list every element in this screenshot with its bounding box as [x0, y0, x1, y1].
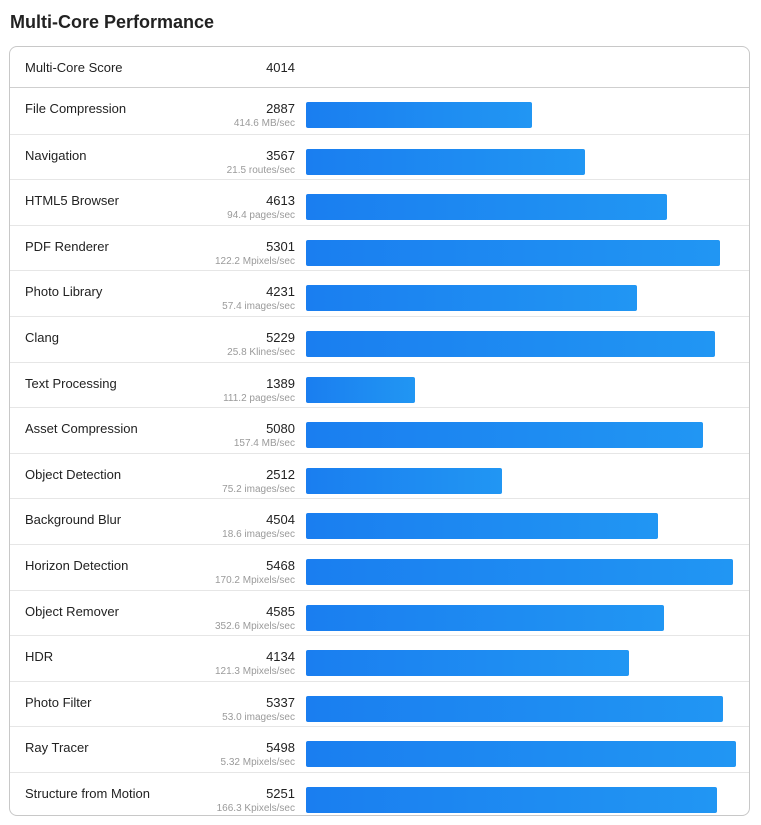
table-row: Photo Library 4231 57.4 images/sec — [10, 270, 749, 316]
table-row: HDR 4134 121.3 Mpixels/sec — [10, 635, 749, 681]
benchmark-score: 4231 — [266, 284, 295, 300]
benchmark-label: Photo Filter — [25, 694, 92, 710]
benchmark-rate: 25.8 Klines/sec — [227, 346, 295, 358]
benchmark-rate: 352.6 Mpixels/sec — [214, 620, 295, 632]
score-bar — [306, 558, 733, 585]
benchmark-label: Ray Tracer — [25, 740, 89, 756]
table-row: File Compression 2887 414.6 MB/sec — [10, 88, 749, 134]
benchmark-score: 5468 — [266, 557, 295, 573]
score-bar — [306, 741, 736, 768]
table-row: Structure from Motion 5251 166.3 Kpixels/s… — [10, 771, 749, 815]
table-row: PDF Renderer 5301 122.2 Mpixels/sec — [10, 224, 749, 271]
benchmark-label: Horizon Detection — [25, 557, 129, 573]
table-row: Background Blur 4504 18.6 images/sec — [10, 498, 749, 544]
benchmark-label: Navigation — [25, 147, 87, 163]
table-row: Navigation 3567 21.5 routes/sec — [10, 133, 749, 180]
summary-score: 4014 — [266, 60, 295, 75]
table-row: Ray Tracer 5498 5.32 Mpixels/sec — [10, 726, 749, 772]
benchmark-label: Asset Compression — [25, 421, 138, 437]
benchmark-label: Clang — [25, 329, 59, 345]
score-bar — [306, 148, 585, 175]
score-bar — [306, 467, 502, 494]
benchmark-score: 5229 — [266, 329, 295, 345]
benchmark-label: Photo Library — [25, 284, 103, 300]
benchmark-rate: 57.4 images/sec — [222, 301, 295, 313]
benchmark-score: 5498 — [266, 740, 295, 756]
benchmark-score: 4504 — [266, 512, 295, 528]
benchmark-score: 1389 — [266, 375, 295, 391]
benchmark-rate: 94.4 pages/sec — [227, 210, 295, 222]
table-row: Horizon Detection 5468 170.2 Mpixels/sec — [10, 543, 749, 590]
benchmark-rate: 111.2 pages/sec — [223, 392, 295, 404]
score-bar — [306, 239, 720, 266]
table-row: Asset Compression 5080 157.4 MB/sec — [10, 407, 749, 453]
score-bar — [306, 102, 532, 128]
summary-label: Multi-Core Score — [25, 60, 123, 75]
benchmark-label: Structure from Motion — [25, 785, 150, 801]
benchmark-rate: 170.2 Mpixels/sec — [214, 574, 295, 586]
score-bar — [306, 650, 629, 677]
table-row: Object Detection 2512 75.2 images/sec — [10, 452, 749, 499]
benchmark-score: 5301 — [266, 238, 295, 254]
benchmark-label: File Compression — [25, 101, 127, 116]
summary-row: Multi-Core Score 4014 — [10, 47, 749, 88]
score-bar — [306, 285, 637, 312]
benchmark-panel: Multi-Core Score 4014 File Compression 28… — [9, 46, 750, 816]
benchmark-label: Text Processing — [25, 375, 117, 391]
benchmark-rate: 18.6 images/sec — [222, 529, 295, 541]
benchmark-rate: 414.6 MB/sec — [233, 118, 295, 129]
benchmark-label: Object Remover — [25, 603, 119, 619]
benchmark-score: 5251 — [266, 785, 295, 801]
benchmark-rate: 21.5 routes/sec — [226, 164, 295, 176]
benchmark-label: HDR — [25, 649, 54, 665]
benchmark-label: Background Blur — [25, 512, 122, 528]
score-bar — [306, 604, 664, 631]
benchmark-label: HTML5 Browser — [25, 193, 119, 209]
benchmark-score: 5080 — [266, 421, 295, 437]
table-row: Text Processing 1389 111.2 pages/sec — [10, 361, 749, 408]
table-row: Object Remover 4585 352.6 Mpixels/sec — [10, 589, 749, 636]
benchmark-score: 2887 — [266, 101, 295, 116]
benchmark-score: 5337 — [266, 694, 295, 710]
benchmark-score: 2512 — [266, 466, 295, 482]
benchmark-label: Object Detection — [25, 466, 122, 482]
score-bar — [306, 786, 717, 813]
benchmark-rate: 5.32 Mpixels/sec — [220, 757, 295, 769]
benchmark-rate: 53.0 images/sec — [222, 711, 295, 723]
page-title: Multi-Core Performance — [10, 12, 215, 32]
table-row: HTML5 Browser 4613 94.4 pages/sec — [10, 179, 749, 225]
benchmark-score: 4134 — [266, 649, 295, 665]
benchmark-score: 3567 — [266, 147, 295, 163]
benchmark-rate: 157.4 MB/sec — [233, 438, 295, 450]
benchmark-score: 4585 — [266, 603, 295, 619]
benchmark-list: File Compression 2887 414.6 MB/sec Navigati… — [10, 88, 749, 815]
table-row: Clang 5229 25.8 Klines/sec — [10, 315, 749, 362]
score-bar — [306, 422, 703, 449]
score-bar — [306, 376, 415, 403]
score-bar — [306, 330, 715, 357]
benchmark-label: PDF Renderer — [25, 238, 109, 254]
table-row: Photo Filter 5337 53.0 images/sec — [10, 680, 749, 727]
benchmark-rate: 121.3 Mpixels/sec — [214, 666, 295, 678]
benchmark-rate: 166.3 Kpixels/sec — [216, 802, 295, 814]
score-bar — [306, 194, 667, 221]
score-bar — [306, 513, 658, 540]
score-bar — [306, 695, 723, 722]
benchmark-rate: 122.2 Mpixels/sec — [214, 255, 295, 267]
benchmark-score: 4613 — [266, 193, 295, 209]
benchmark-rate: 75.2 images/sec — [222, 483, 295, 495]
